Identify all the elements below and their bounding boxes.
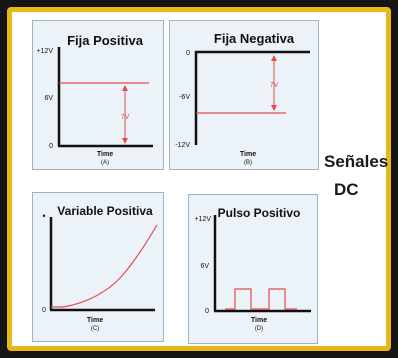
panel-caption: (D) bbox=[255, 326, 263, 332]
arrow-head-down bbox=[271, 105, 277, 111]
y-tick-max: +12V bbox=[194, 216, 211, 223]
arrow-head-up bbox=[122, 85, 128, 91]
side-title-line-2: DC bbox=[334, 180, 359, 199]
y-tick-zero: 0 bbox=[49, 143, 53, 150]
diagram-variable-positiva: Variable Positiva • 0 Time (C) bbox=[42, 204, 158, 332]
x-axis-label: Time bbox=[97, 151, 113, 158]
voltage-annotation: 7V bbox=[121, 114, 130, 121]
panel-fija-positiva: Fija Positiva +12V 6V 0 7V Time (A) bbox=[32, 20, 164, 170]
panel-caption: (C) bbox=[91, 326, 99, 332]
y-tick-zero: 0 bbox=[42, 307, 46, 314]
y-tick-min: -12V bbox=[175, 142, 190, 149]
y-tick-mid: -6V bbox=[179, 94, 190, 101]
panel-title: Pulso Positivo bbox=[218, 206, 301, 220]
y-tick-max: • bbox=[42, 211, 45, 221]
side-title-line-1: Señales bbox=[324, 152, 389, 171]
arrow-head-up bbox=[271, 55, 277, 61]
y-tick-max: +12V bbox=[36, 48, 53, 55]
y-tick-mid: 6V bbox=[44, 95, 53, 102]
panel-caption: (A) bbox=[101, 160, 109, 166]
panel-pulso-positivo: Pulso Positivo +12V 6V 0 Time (D) bbox=[188, 194, 318, 344]
pulse-train bbox=[225, 288, 297, 310]
x-axis-label: Time bbox=[240, 151, 256, 158]
panel-caption: (B) bbox=[244, 160, 252, 166]
panel-variable-positiva: Variable Positiva • 0 Time (C) bbox=[32, 192, 164, 342]
arrow-head-down bbox=[122, 138, 128, 144]
y-tick-zero: 0 bbox=[186, 50, 190, 57]
signal-curve bbox=[51, 224, 158, 308]
diagram-pulso-positivo: Pulso Positivo +12V 6V 0 Time (D) bbox=[194, 206, 311, 332]
voltage-annotation: 7V bbox=[270, 82, 279, 89]
panel-title: Fija Positiva bbox=[67, 33, 144, 48]
y-tick-mid: 6V bbox=[200, 263, 209, 270]
x-axis-label: Time bbox=[87, 317, 103, 324]
slide-board: Fija Positiva +12V 6V 0 7V Time (A) Fija… bbox=[7, 7, 391, 351]
y-tick-zero: 0 bbox=[205, 308, 209, 315]
panel-fija-negativa: Fija Negativa 0 -6V -12V 7V Time (B) bbox=[169, 20, 319, 170]
diagram-fija-negativa: Fija Negativa 0 -6V -12V 7V Time (B) bbox=[175, 31, 310, 166]
panel-title: Variable Positiva bbox=[57, 204, 153, 218]
diagram-fija-positiva: Fija Positiva +12V 6V 0 7V Time (A) bbox=[36, 33, 153, 166]
panel-title: Fija Negativa bbox=[214, 31, 295, 46]
x-axis-label: Time bbox=[251, 317, 267, 324]
